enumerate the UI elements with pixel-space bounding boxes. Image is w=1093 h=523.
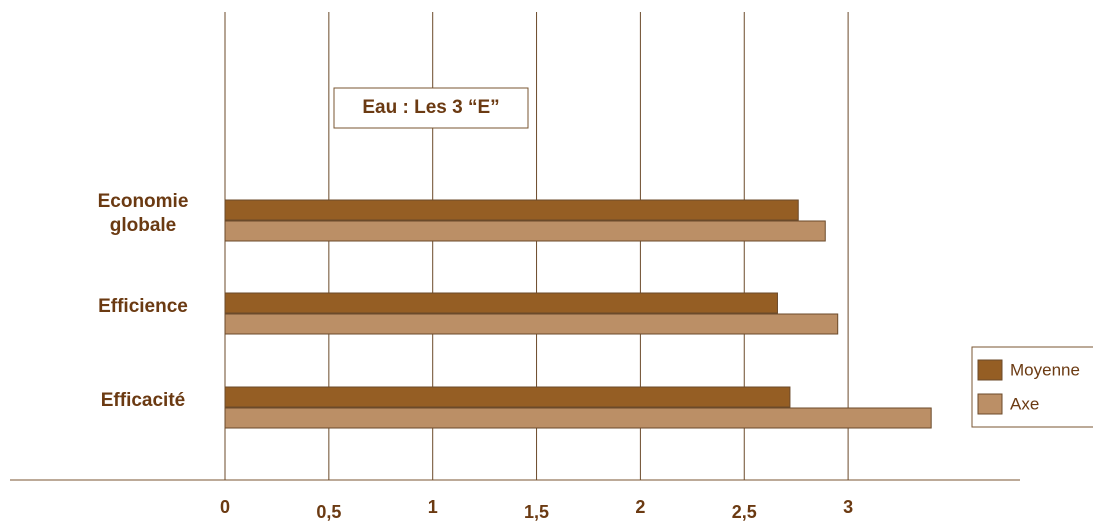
legend-swatch	[977, 359, 1003, 381]
legend-label: Moyenne	[1010, 360, 1080, 379]
bar	[224, 313, 839, 335]
title-box	[333, 87, 529, 129]
bar	[224, 220, 826, 242]
category-label: Efficience	[98, 296, 188, 317]
legend-box	[971, 346, 1093, 428]
x-tick-label: 1	[428, 497, 438, 517]
x-tick-label: 2,5	[732, 502, 757, 522]
category-label: Economie globale	[97, 191, 189, 236]
bar	[224, 407, 932, 429]
category-label: Efficacité	[100, 390, 186, 411]
x-tick-label: 2	[635, 497, 645, 517]
x-tick-label: 3	[843, 497, 853, 517]
x-tick-label: 1,5	[524, 502, 549, 522]
bar	[224, 199, 799, 221]
x-tick-label: 0,5	[316, 502, 341, 522]
bar	[224, 292, 778, 314]
legend-swatch	[977, 393, 1003, 415]
x-tick-label: 0	[220, 497, 230, 517]
chart-title: Eau : Les 3 “E”	[362, 97, 499, 118]
legend-label: Axe	[1010, 394, 1039, 413]
bar	[224, 386, 791, 408]
